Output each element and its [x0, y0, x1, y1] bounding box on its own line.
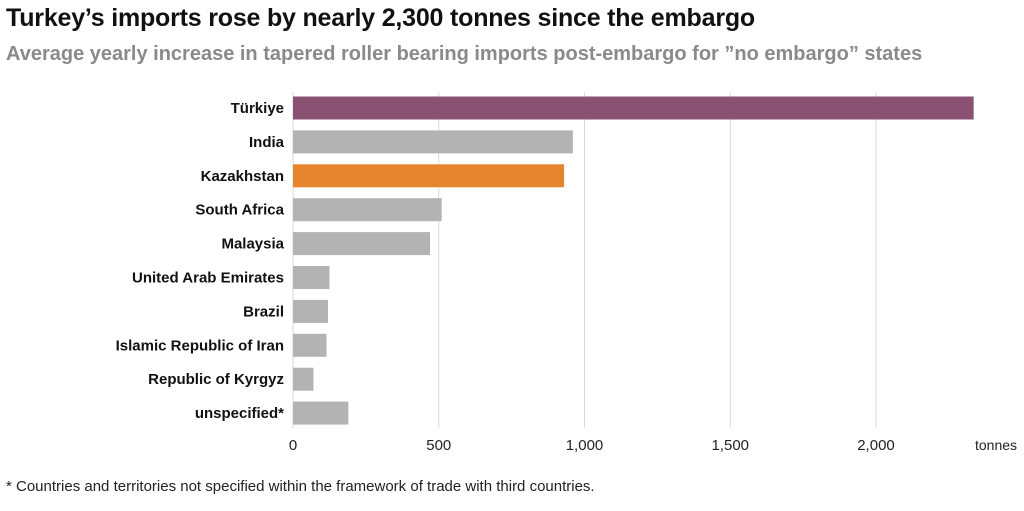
- x-axis-unit-label: tonnes: [975, 437, 1017, 453]
- category-label: Malaysia: [221, 236, 284, 253]
- category-label: South Africa: [195, 202, 284, 219]
- category-label: Kazakhstan: [201, 168, 284, 185]
- category-labels: Türkiye India Kazakhstan South Africa Malays…: [116, 100, 285, 422]
- x-tick-label: 0: [289, 437, 297, 454]
- category-label: unspecified*: [195, 405, 284, 422]
- bar-kazakhstan: [293, 164, 565, 188]
- category-label: India: [249, 134, 285, 151]
- bars: [293, 96, 974, 425]
- chart-subtitle: Average yearly increase in tapered rolle…: [6, 43, 923, 65]
- x-tick-label: 2,000: [857, 437, 895, 454]
- footnote: * Countries and territories not specifie…: [6, 478, 595, 495]
- bar-chart: Türkiye India Kazakhstan South Africa Malays…: [116, 92, 1017, 454]
- category-label: United Arab Emirates: [132, 270, 284, 287]
- bar-republic-of-kyrgyz: [293, 367, 314, 391]
- category-label: Republic of Kyrgyz: [148, 371, 284, 388]
- x-tick-label: 1,000: [566, 437, 604, 454]
- bar-south-africa: [293, 198, 442, 222]
- bar-india: [293, 130, 573, 154]
- x-tick-label: 1,500: [711, 437, 749, 454]
- bar-t-rkiye: [293, 96, 974, 120]
- bar-united-arab-emirates: [293, 266, 330, 289]
- bar-islamic-republic-of-iran: [293, 333, 327, 357]
- x-axis-ticks: 0 500 1,000 1,500 2,000: [289, 437, 895, 454]
- category-label: Türkiye: [231, 100, 284, 117]
- bar-brazil: [293, 299, 328, 323]
- x-tick-label: 500: [426, 437, 451, 454]
- bar-unspecified: [293, 401, 349, 425]
- chart-title: Turkey’s imports rose by nearly 2,300 to…: [6, 4, 755, 32]
- category-label: Brazil: [243, 303, 284, 320]
- category-label: Islamic Republic of Iran: [116, 337, 284, 354]
- bar-malaysia: [293, 232, 431, 256]
